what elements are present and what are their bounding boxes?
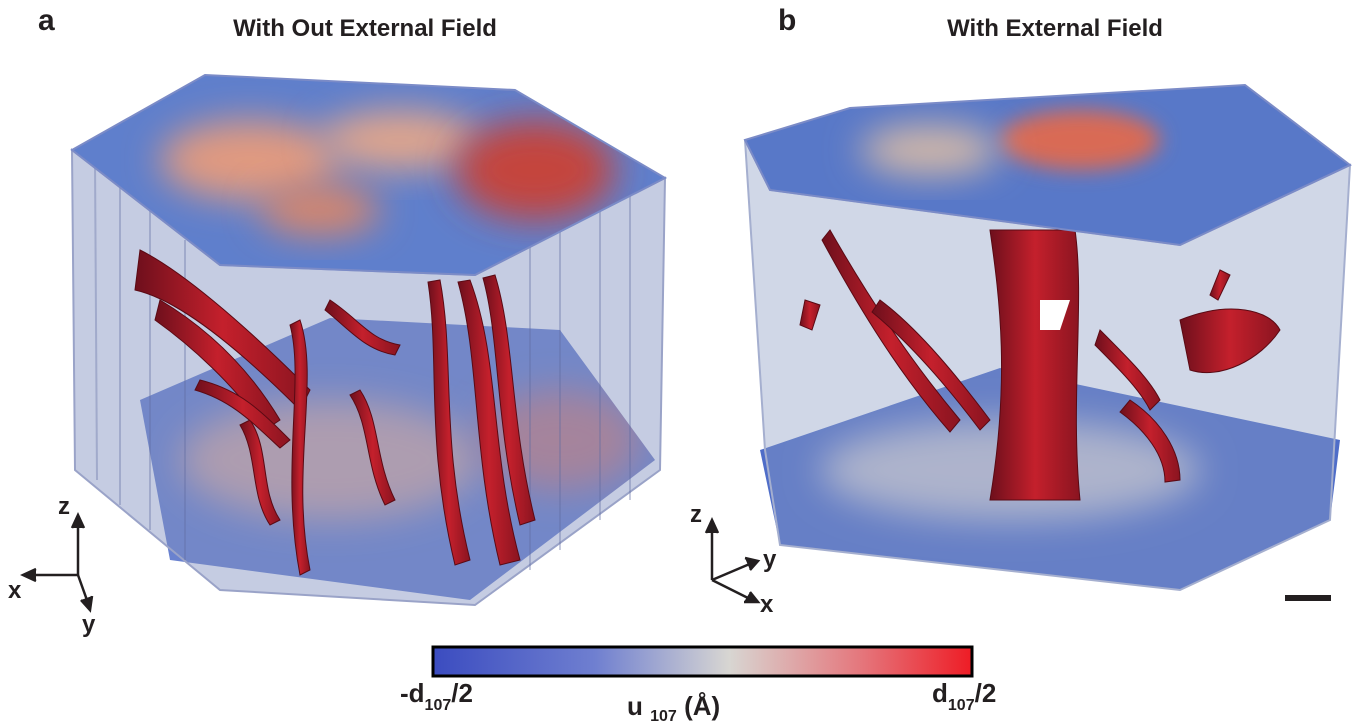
text-part: u xyxy=(627,691,643,721)
colorbar xyxy=(433,647,972,676)
colorbar-title: u 107 (Å) xyxy=(627,691,720,721)
axis-label: y xyxy=(763,546,777,573)
text-part: 107 xyxy=(948,697,975,714)
panel-label: b xyxy=(778,4,796,37)
colorbar-max-label: d107/2 xyxy=(932,678,996,714)
colorbar-min-label: -d107/2 xyxy=(400,678,473,714)
panel-label: a xyxy=(38,4,55,37)
text-part: 107 xyxy=(425,697,452,714)
axis-label: z xyxy=(58,493,70,520)
panel-title: With External Field xyxy=(947,15,1163,42)
axis-label: x xyxy=(760,591,774,618)
figure: a With Out External Field b With Externa… xyxy=(0,0,1364,721)
text-part: 107 xyxy=(650,708,677,721)
axis-label: z xyxy=(690,501,702,528)
panel-b-render xyxy=(740,80,1360,600)
panel-title: With Out External Field xyxy=(233,15,497,42)
text-part: (Å) xyxy=(684,691,720,721)
text-part: /2 xyxy=(975,678,997,708)
text-part: d xyxy=(932,678,948,708)
axis-label: y xyxy=(82,611,96,638)
panel-a-render xyxy=(60,60,700,620)
text-part: /2 xyxy=(451,678,473,708)
text-part: -d xyxy=(400,678,425,708)
axis-label: x xyxy=(8,577,22,604)
